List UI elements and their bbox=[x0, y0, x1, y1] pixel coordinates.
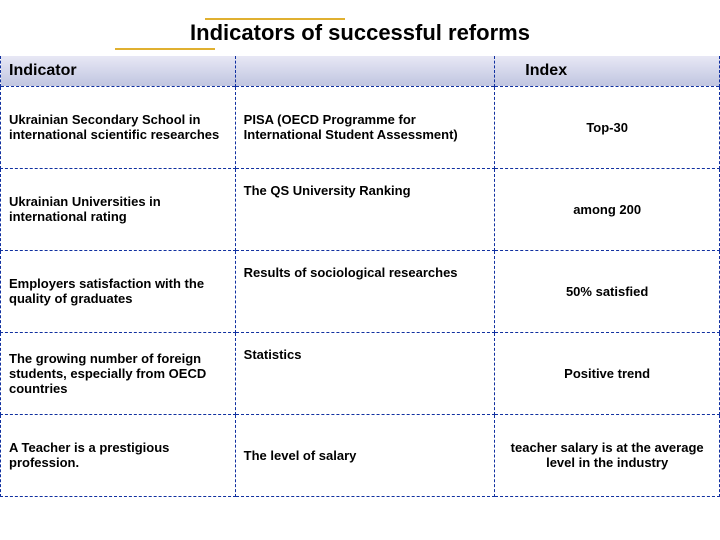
cell-index: among 200 bbox=[495, 168, 720, 250]
cell-indicator: The growing number of foreign students, … bbox=[1, 332, 236, 414]
page-title: Indicators of successful reforms bbox=[190, 20, 530, 46]
cell-index: 50% satisfied bbox=[495, 250, 720, 332]
table-row: Employers satisfaction with the quality … bbox=[1, 250, 720, 332]
cell-measure: The QS University Ranking bbox=[235, 168, 495, 250]
cell-index: teacher salary is at the average level i… bbox=[495, 414, 720, 496]
table-row: Ukrainian Secondary School in internatio… bbox=[1, 86, 720, 168]
indicators-table: Indicator Index Ukrainian Secondary Scho… bbox=[0, 56, 720, 497]
header-index: Index bbox=[495, 56, 720, 86]
title-area: Indicators of successful reforms bbox=[0, 0, 720, 56]
cell-indicator: Ukrainian Secondary School in internatio… bbox=[1, 86, 236, 168]
table-row: The growing number of foreign students, … bbox=[1, 332, 720, 414]
header-measure bbox=[235, 56, 495, 86]
cell-indicator: Ukrainian Universities in international … bbox=[1, 168, 236, 250]
cell-measure: Results of sociological researches bbox=[235, 250, 495, 332]
cell-measure: Statistics bbox=[235, 332, 495, 414]
cell-index: Positive trend bbox=[495, 332, 720, 414]
title-underline-bottom bbox=[115, 48, 215, 50]
cell-indicator: Employers satisfaction with the quality … bbox=[1, 250, 236, 332]
cell-measure: The level of salary bbox=[235, 414, 495, 496]
table-row: A Teacher is a prestigious profession. T… bbox=[1, 414, 720, 496]
cell-measure: PISA (OECD Programme for International S… bbox=[235, 86, 495, 168]
table-row: Ukrainian Universities in international … bbox=[1, 168, 720, 250]
cell-indicator: A Teacher is a prestigious profession. bbox=[1, 414, 236, 496]
cell-index: Top-30 bbox=[495, 86, 720, 168]
header-indicator: Indicator bbox=[1, 56, 236, 86]
table-header-row: Indicator Index bbox=[1, 56, 720, 86]
